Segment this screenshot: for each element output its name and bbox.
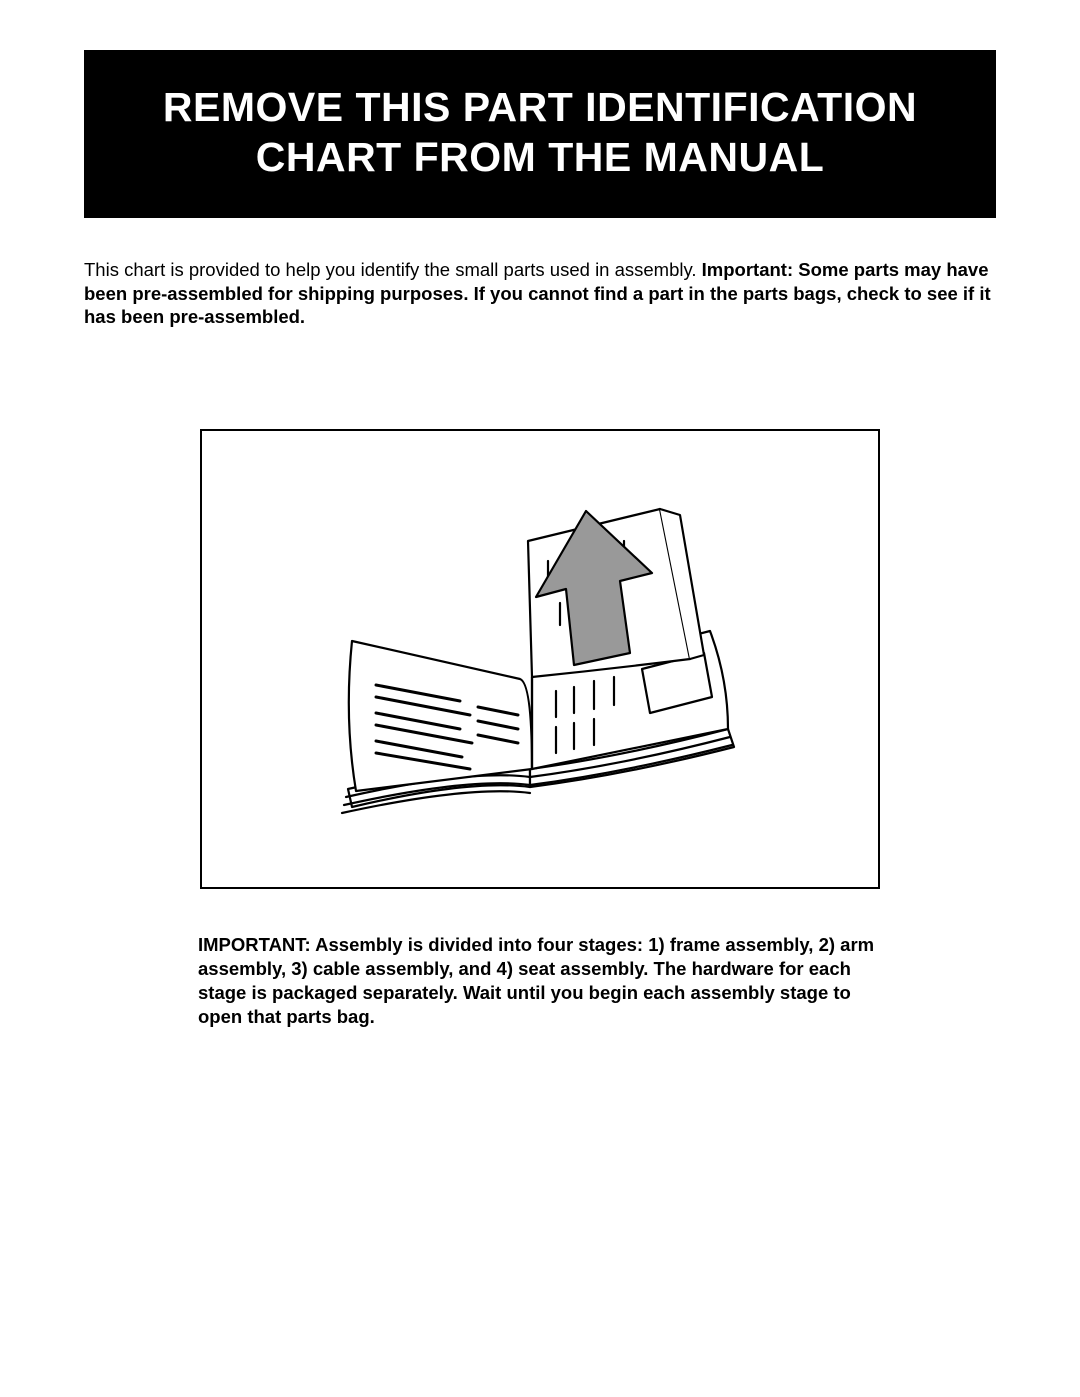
header-banner: REMOVE THIS PART IDENTIFICATION CHART FR… (84, 50, 996, 218)
illustration-frame (200, 429, 880, 889)
intro-paragraph: This chart is provided to help you ident… (84, 258, 996, 329)
important-paragraph: IMPORTANT: Assembly is divided into four… (198, 933, 886, 1029)
manual-tearout-icon (260, 469, 820, 849)
document-page: REMOVE THIS PART IDENTIFICATION CHART FR… (0, 0, 1080, 1079)
illustration-container (84, 429, 996, 889)
title-line-1: REMOVE THIS PART IDENTIFICATION (163, 84, 917, 130)
title-line-2: CHART FROM THE MANUAL (256, 134, 824, 180)
intro-plain-text: This chart is provided to help you ident… (84, 259, 702, 280)
page-title: REMOVE THIS PART IDENTIFICATION CHART FR… (104, 82, 976, 182)
